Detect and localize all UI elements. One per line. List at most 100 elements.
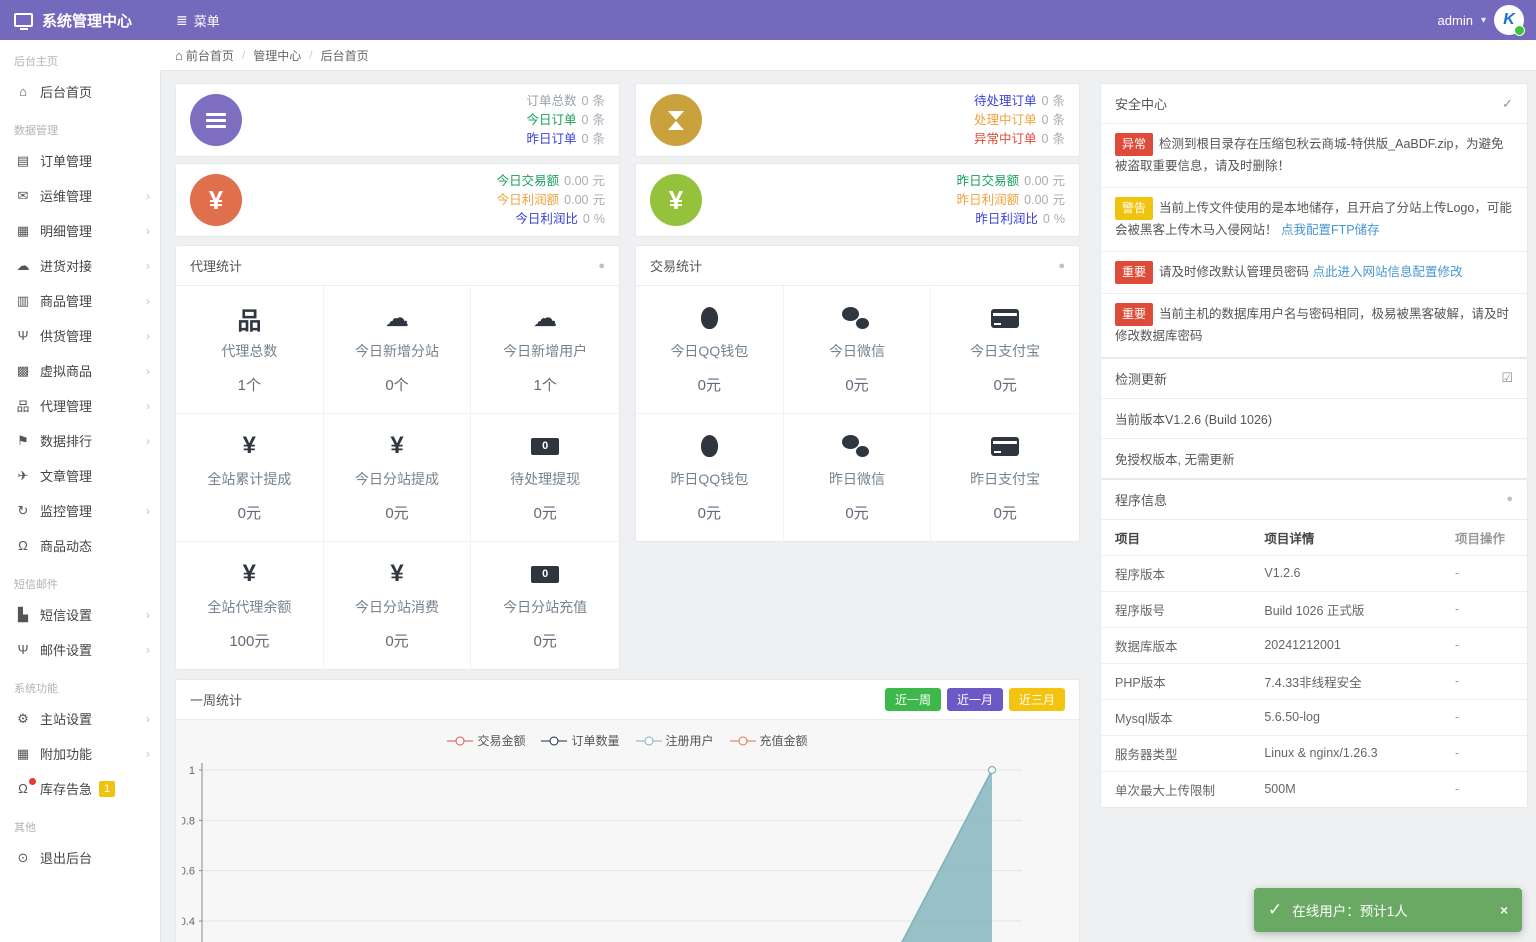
stat-grid-cell: 昨日微信 0元 (784, 414, 932, 541)
breadcrumb-item[interactable]: 前台首页 (185, 48, 234, 63)
sidebar-item-ops[interactable]: ✉ 运维管理 › (0, 178, 160, 213)
period-button[interactable]: 近一周 (884, 688, 941, 711)
period-button[interactable]: 近三月 (1008, 688, 1065, 711)
sidebar-item-label: 进货对接 (40, 259, 93, 274)
power-icon: ⊙ (17, 849, 29, 865)
collapse-dot-icon[interactable]: ● (598, 259, 605, 272)
sidebar-item-virtual[interactable]: ▩ 虚拟商品 › (0, 353, 160, 388)
panel-title: 检测更新 (1115, 371, 1168, 387)
main-area: ⌂ 前台首页 / 管理中心 / 后台首页 订单总数 0 条今日订单 0 条昨日订单 0 条待处理订单 0… (160, 40, 1536, 942)
stat-grid-label: 代理总数 (221, 343, 278, 359)
table-row: 服务器类型 Linux & nginx/1.26.3- (1101, 735, 1527, 772)
stat-grid-value: 0个 (385, 377, 409, 394)
stat-unit: 元 (592, 173, 605, 188)
stat-grid-value: 0元 (993, 505, 1017, 522)
sidebar-section-label: 后台主页 (14, 56, 58, 68)
sidebar-item-home[interactable]: ⌂ 后台首页 (0, 74, 160, 109)
sidebar-item-label: 退出后台 (40, 851, 93, 866)
chevron-right-icon: › (146, 746, 150, 761)
stat-value: 0 (581, 112, 589, 127)
sidebar-item-goods[interactable]: ▥ 商品管理 › (0, 283, 160, 318)
stat-label: 待处理订单 (974, 93, 1037, 108)
alert-text: 请及时修改默认管理员密码 (1159, 264, 1313, 279)
sidebar-item-agents[interactable]: 品代理管理 › (0, 388, 160, 423)
utensils-icon: Ψ (17, 328, 29, 343)
sidebar-item-logout[interactable]: ⊙ 退出后台 (0, 840, 160, 875)
menu-toggle[interactable]: ≣ 菜单 (160, 0, 236, 40)
check-icon[interactable]: ✓ (1502, 95, 1513, 111)
stat-grid-cell: 昨日QQ钱包 0元 (636, 414, 784, 541)
qq-icon (700, 435, 718, 457)
chevron-right-icon: › (146, 328, 150, 343)
sidebar-item-articles[interactable]: ✈ 文章管理 (0, 458, 160, 493)
sidebar-item-purchase[interactable]: ☁ 进货对接 › (0, 248, 160, 283)
flag-icon: ⚑ (17, 432, 29, 448)
stat-grid-cell: ¥ 今日分站消费 0元 (324, 542, 472, 669)
checkbox-icon[interactable]: ☑ (1501, 370, 1513, 386)
legend-item[interactable]: 充值金额 (729, 732, 808, 749)
stat-row: 昨日订单 0 条 (527, 130, 605, 149)
toast-text: 在线用户：预计1人 (1292, 904, 1408, 919)
trade-stats-header: 交易统计 ● (636, 246, 1079, 286)
ordered-list-glyph (206, 110, 226, 131)
hourglass-glyph (668, 110, 684, 130)
alert-badge: 异常 (1115, 133, 1154, 156)
sidebar-item-supply[interactable]: Ψ 供货管理 › (0, 318, 160, 353)
legend-item[interactable]: 注册用户 (635, 732, 714, 749)
svg-text:0.4: 0.4 (182, 916, 195, 928)
stat-grid-label: 全站累计提成 (207, 471, 292, 487)
left-column: 订单总数 0 条今日订单 0 条昨日订单 0 条待处理订单 0 条处理中订单 0 条异常中订单 0 条 ¥… (175, 83, 1080, 942)
breadcrumb-item[interactable]: 管理中心 (253, 48, 302, 63)
sidebar-item-stock[interactable]: Ω 库存告急 1 (0, 771, 160, 806)
stat-grid-value: 0元 (697, 377, 721, 394)
bell-icon: Ω (18, 538, 28, 553)
legend-item[interactable]: 交易金额 (447, 732, 525, 749)
sidebar-item-dynamics[interactable]: Ω 商品动态 (0, 528, 160, 563)
sidebar-item-site[interactable]: ⚙ 主站设置 › (0, 701, 160, 736)
legend-marker-icon (541, 736, 568, 745)
bell-icon: Ω (14, 778, 36, 796)
yen-icon: ¥ (650, 174, 702, 226)
username: admin (1437, 12, 1473, 28)
panel-title: 代理统计 (190, 259, 243, 274)
legend-item[interactable]: 订单数量 (541, 732, 620, 749)
hourglass-icon (650, 94, 702, 146)
menu-icon: ≣ (176, 11, 188, 28)
content: 订单总数 0 条今日订单 0 条昨日订单 0 条待处理订单 0 条处理中订单 0 条异常中订单 0 条 ¥… (160, 71, 1536, 942)
sidebar-item-sms[interactable]: ▙ 短信设置 › (0, 597, 160, 632)
sidebar-item-rank[interactable]: ⚑ 数据排行 › (0, 423, 160, 458)
right-column: 安全中心 ✓ 异常 检测到根目录存在压缩包秋云商城-特供版_AaBDF.zip，为… (1100, 83, 1528, 942)
user-menu[interactable]: admin ▾ K (1437, 5, 1536, 36)
sidebar-item-addons[interactable]: ▦ 附加功能 › (0, 736, 160, 771)
alert-link[interactable]: 点此进入网站信息配置修改 (1312, 264, 1463, 279)
collapse-dot-icon[interactable]: ● (1058, 259, 1065, 272)
stat-unit: 条 (1052, 93, 1065, 108)
avatar[interactable]: K (1494, 5, 1525, 36)
alert-link[interactable]: 点我配置FTP储存 (1280, 222, 1380, 237)
sidebar-item-mail[interactable]: Ψ 邮件设置 › (0, 632, 160, 667)
chevron-right-icon: › (146, 258, 150, 273)
sidebar-item-label: 数据排行 (40, 434, 93, 449)
sidebar-item-monitor[interactable]: ↻ 监控管理 › (0, 493, 160, 528)
credit-card-icon (937, 432, 1073, 460)
program-info-panel: 程序信息 ● 项目 项目详情 项目操作 程序版本 V1.2.6- 程序版号 Build 1… (1100, 478, 1528, 808)
monitor-icon (14, 13, 33, 30)
collapse-dot-icon[interactable]: ● (1506, 493, 1513, 506)
sidebar-section-label: 系统功能 (14, 683, 58, 695)
period-button[interactable]: 近一月 (946, 688, 1003, 711)
stat-grid-label: 今日分站提成 (354, 471, 439, 487)
stat-unit: 元 (1052, 192, 1065, 207)
stat-grid-cell: ¥ 今日分站提成 0元 (323, 414, 472, 542)
alert-badge: 重要 (1115, 260, 1154, 284)
sidebar-item-orders[interactable]: ▤ 订单管理 (0, 143, 160, 178)
close-icon[interactable]: × (1500, 902, 1508, 918)
stat-label: 异常中订单 (974, 131, 1037, 146)
stat-grid-value: 0元 (533, 505, 557, 522)
panel-title: 安全中心 (1115, 97, 1168, 112)
table-cell: Mysql版本 (1101, 699, 1255, 736)
grid-icon: ▩ (16, 362, 30, 378)
stat-value: 0.00 (1024, 192, 1049, 207)
stat-row: 今日交易额 0.00 元 (497, 172, 605, 191)
chevron-right-icon: › (146, 711, 150, 726)
sidebar-item-details[interactable]: ▦ 明细管理 › (0, 213, 160, 248)
